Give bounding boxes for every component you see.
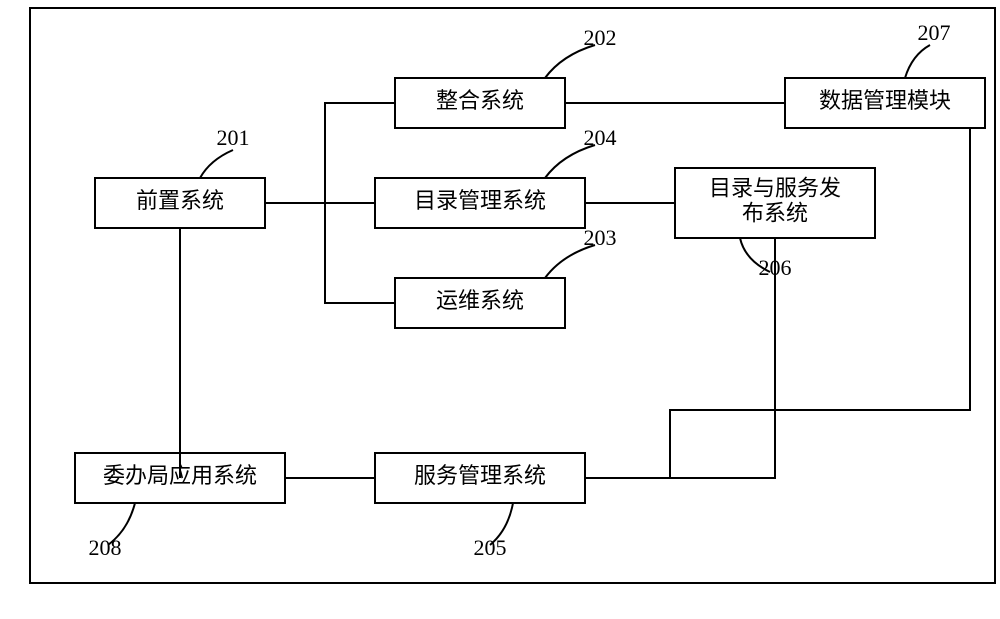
callout-label-c204: 204 (584, 125, 617, 150)
node-label-n206-line0: 目录与服务发 (709, 175, 841, 200)
node-label-n206-line1: 布系统 (742, 201, 808, 226)
node-label-n201: 前置系统 (136, 188, 224, 213)
callout-label-c202: 202 (584, 25, 617, 50)
node-label-n204: 目录管理系统 (414, 188, 546, 213)
callout-label-c205: 205 (474, 535, 507, 560)
callout-label-c207: 207 (918, 20, 951, 45)
callout-label-c201: 201 (217, 125, 250, 150)
node-label-n203: 运维系统 (436, 288, 524, 313)
callout-label-c208: 208 (89, 535, 122, 560)
node-label-n208: 委办局应用系统 (103, 463, 257, 488)
node-label-n207: 数据管理模块 (819, 88, 951, 113)
callout-label-c206: 206 (759, 255, 792, 280)
callout-label-c203: 203 (584, 225, 617, 250)
node-label-n205: 服务管理系统 (414, 463, 546, 488)
node-label-n202: 整合系统 (436, 88, 524, 113)
